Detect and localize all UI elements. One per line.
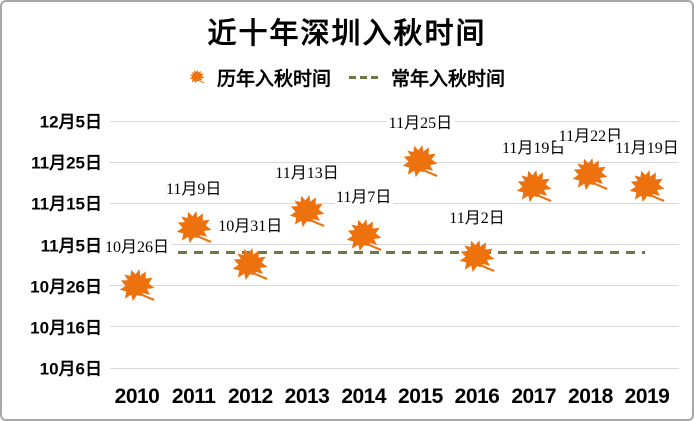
legend-item-historical: 历年入秋时间 bbox=[189, 64, 331, 91]
data-point-leaf bbox=[571, 156, 609, 194]
y-axis-tick-label: 11月25日 bbox=[31, 153, 102, 173]
data-point-leaf bbox=[231, 246, 269, 284]
data-point-leaf bbox=[401, 143, 439, 181]
gridline bbox=[110, 202, 679, 204]
x-axis-tick-label: 2012 bbox=[227, 385, 273, 408]
data-point-label: 10月26日 bbox=[102, 237, 172, 258]
data-point-label: 11月22日 bbox=[556, 126, 625, 147]
x-axis-tick-label: 2018 bbox=[568, 385, 613, 408]
baseline-dashed-line bbox=[114, 251, 645, 255]
gridline bbox=[110, 367, 679, 369]
gridline bbox=[110, 285, 679, 287]
data-point-label: 11月9日 bbox=[163, 180, 224, 200]
data-point-leaf bbox=[345, 217, 383, 255]
data-point-label: 11月7日 bbox=[333, 188, 394, 209]
gridline bbox=[110, 326, 679, 328]
x-axis-tick-label: 2011 bbox=[171, 385, 216, 408]
data-point-label: 11月25日 bbox=[386, 114, 455, 134]
y-axis-tick-label: 12月5日 bbox=[39, 112, 102, 132]
x-axis-tick-label: 2013 bbox=[284, 385, 330, 408]
dashed-line-icon bbox=[349, 75, 379, 79]
x-axis-tick-label: 2010 bbox=[114, 385, 160, 408]
data-point-leaf bbox=[118, 267, 156, 305]
data-point-label: 11月13日 bbox=[273, 163, 341, 184]
data-point-label: 11月19日 bbox=[499, 139, 568, 159]
legend-item-normal: 常年入秋时间 bbox=[339, 64, 505, 91]
x-axis-tick-label: 2014 bbox=[341, 385, 387, 408]
maple-leaf-icon bbox=[189, 69, 205, 85]
legend: 历年入秋时间 常年入秋时间 bbox=[2, 64, 692, 90]
legend-label-normal: 常年入秋时间 bbox=[391, 68, 506, 90]
x-axis-tick-label: 2019 bbox=[624, 385, 670, 408]
y-axis-tick-label: 10月26日 bbox=[30, 277, 102, 297]
y-axis-tick-label: 11月5日 bbox=[40, 236, 102, 255]
data-point-leaf bbox=[458, 238, 496, 276]
data-point-label: 10月31日 bbox=[216, 217, 285, 237]
data-point-leaf bbox=[628, 168, 666, 206]
chart-title: 近十年深圳入秋时间 bbox=[207, 18, 487, 50]
x-axis-tick-label: 2017 bbox=[511, 385, 557, 408]
legend-label-historical: 历年入秋时间 bbox=[216, 68, 331, 90]
x-axis-tick-label: 2015 bbox=[398, 385, 443, 408]
gridline bbox=[110, 244, 679, 245]
y-axis-tick-label: 10月16日 bbox=[30, 318, 102, 338]
data-point-label: 11月19日 bbox=[613, 139, 681, 159]
gridline bbox=[110, 161, 679, 163]
data-point-leaf bbox=[515, 168, 553, 206]
data-point-leaf bbox=[288, 193, 326, 231]
y-axis-tick-label: 10月6日 bbox=[39, 359, 102, 379]
data-point-label: 11月2日 bbox=[447, 209, 507, 229]
x-axis-tick-label: 2016 bbox=[454, 385, 500, 408]
y-axis-tick-label: 11月15日 bbox=[31, 194, 102, 214]
data-point-leaf bbox=[175, 209, 213, 247]
